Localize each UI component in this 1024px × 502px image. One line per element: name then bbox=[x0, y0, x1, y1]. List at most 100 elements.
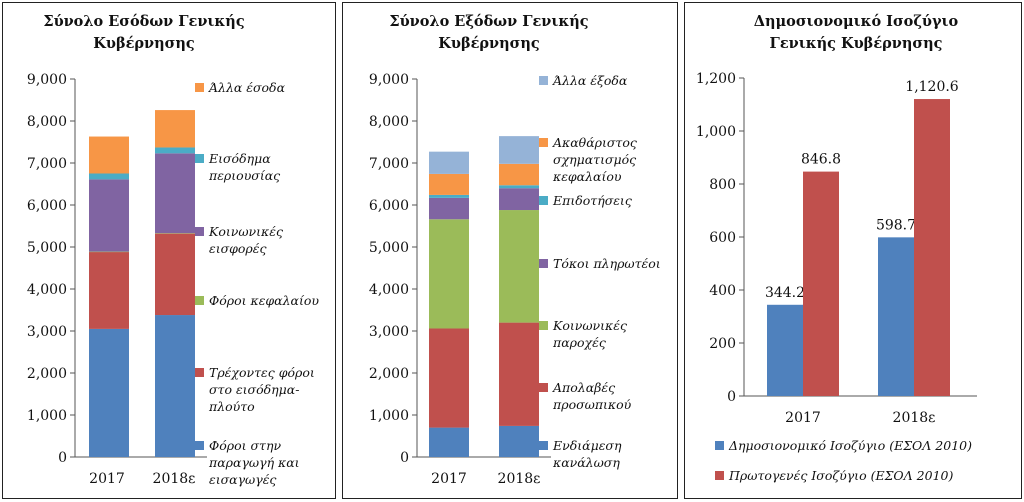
legend-label: παροχές bbox=[552, 335, 606, 350]
legend-label: Απολαβές bbox=[552, 380, 615, 395]
bar-segment bbox=[429, 219, 469, 329]
legend-label: Τόκοι πληρωτέοι bbox=[553, 256, 661, 271]
bar-segment bbox=[429, 151, 469, 174]
legend-label: στο εισόδημα- bbox=[209, 382, 299, 397]
legend-label: Πρωτογενές Ισοζύγιο (ΕΣΟΛ 2010) bbox=[728, 468, 953, 483]
x-tick-label: 2017 bbox=[89, 471, 125, 487]
legend-swatch bbox=[195, 296, 204, 305]
y-tick-label: 7,000 bbox=[27, 156, 67, 172]
y-tick-label: 4,000 bbox=[369, 282, 409, 298]
bar-segment bbox=[89, 173, 129, 180]
legend-label: Εισόδημα bbox=[208, 151, 271, 166]
x-tick-label: 2018ε bbox=[893, 410, 936, 426]
bar-segment bbox=[155, 233, 195, 234]
bar-segment bbox=[155, 233, 195, 316]
legend-label: παραγωγή και bbox=[208, 455, 300, 470]
legend-label: κανάλωση bbox=[552, 455, 620, 470]
legend-swatch bbox=[195, 368, 204, 377]
y-tick-label: 1,200 bbox=[696, 71, 736, 87]
bar-segment bbox=[499, 188, 539, 211]
y-tick-label: 5,000 bbox=[369, 240, 409, 256]
legend-label: κεφαλαίου bbox=[552, 169, 622, 184]
x-tick-label: 2017 bbox=[431, 471, 467, 487]
legend-label: περιουσίας bbox=[208, 168, 280, 183]
data-label: 598.7 bbox=[876, 217, 916, 233]
bar-segment bbox=[155, 110, 195, 148]
bar-segment bbox=[89, 251, 129, 253]
y-tick-label: 2,000 bbox=[27, 366, 67, 382]
bar-segment bbox=[429, 427, 469, 457]
legend-label: σχηματισμός bbox=[553, 152, 636, 167]
y-tick-label: 4,000 bbox=[27, 282, 67, 298]
y-tick-label: 600 bbox=[709, 230, 736, 246]
legend-label: εισαγωγές bbox=[209, 472, 276, 487]
chart-title: Γενικής Κυβέρνησης bbox=[770, 35, 943, 52]
legend-label: Δημοσιονομικό Ισοζύγιο (ΕΣΟΛ 2010) bbox=[728, 438, 972, 453]
revenue-chart-panel: Σύνολο Εσόδων Γενικής Κυβέρνησης 0 1,000 2,0… bbox=[2, 2, 336, 499]
bar-segment bbox=[429, 194, 469, 198]
y-tick-label: 8,000 bbox=[27, 114, 67, 130]
legend-swatch bbox=[715, 441, 724, 450]
legend-label: Άλλα έσοδα bbox=[208, 80, 286, 95]
bar-segment bbox=[499, 322, 539, 426]
legend-swatch bbox=[195, 154, 204, 163]
legend-label: προσωπικού bbox=[552, 397, 632, 412]
legend-label: Άλλα έξοδα bbox=[552, 73, 628, 88]
y-tick-label: 0 bbox=[58, 450, 67, 466]
x-tick-label: 2018ε bbox=[498, 471, 541, 487]
y-tick-label: 9,000 bbox=[27, 72, 67, 88]
legend-swatch bbox=[539, 383, 548, 392]
legend-label: Κοινωνικές bbox=[208, 224, 283, 239]
bar-segment bbox=[429, 197, 469, 220]
legend-label: Φόροι κεφαλαίου bbox=[209, 293, 319, 308]
legend-label: εισφορές bbox=[209, 241, 266, 256]
legend-label: Κοινωνικές bbox=[552, 318, 627, 333]
expenditure-chart-panel: Σύνολο Εξόδων Γενικής Κυβέρνησης 0 1,000 2,0… bbox=[342, 2, 678, 499]
x-tick-label: 2018ε bbox=[153, 471, 196, 487]
bar-segment bbox=[499, 185, 539, 189]
legend-swatch bbox=[539, 259, 548, 268]
data-label: 1,120.6 bbox=[905, 79, 959, 95]
legend-swatch bbox=[539, 138, 548, 147]
legend-label: Ενδιάμεση bbox=[552, 438, 622, 453]
chart-title: Κυβέρνησης bbox=[438, 35, 540, 52]
bar bbox=[767, 304, 803, 396]
bar-segment bbox=[499, 136, 539, 164]
chart-title: Κυβέρνησης bbox=[93, 35, 195, 52]
bar-segment bbox=[155, 153, 195, 234]
y-tick-label: 3,000 bbox=[369, 324, 409, 340]
chart-title: Σύνολο Εσόδων Γενικής bbox=[43, 13, 245, 30]
y-tick-label: 0 bbox=[400, 450, 409, 466]
legend-swatch bbox=[195, 83, 204, 92]
y-tick-label: 8,000 bbox=[369, 114, 409, 130]
legend-label: Φόροι στην bbox=[209, 438, 281, 453]
bar-segment bbox=[499, 163, 539, 186]
legend-swatch bbox=[195, 227, 204, 236]
bar-segment bbox=[89, 136, 129, 174]
y-tick-label: 9,000 bbox=[369, 72, 409, 88]
legend-swatch bbox=[715, 471, 724, 480]
legend-swatch bbox=[539, 321, 548, 330]
bar bbox=[914, 99, 950, 396]
legend-label: Ακαθάριστος bbox=[552, 135, 637, 150]
data-label: 344.2 bbox=[765, 285, 805, 301]
y-tick-label: 800 bbox=[709, 177, 736, 193]
bar-segment bbox=[499, 210, 539, 323]
expenditure-chart: Σύνολο Εξόδων Γενικής Κυβέρνησης 0 1,000 2,0… bbox=[369, 13, 661, 487]
bar-segment bbox=[89, 328, 129, 457]
bar-segment bbox=[155, 315, 195, 457]
bar-segment bbox=[89, 179, 129, 252]
y-tick-label: 1,000 bbox=[696, 124, 736, 140]
y-tick-label: 2,000 bbox=[369, 366, 409, 382]
y-tick-label: 6,000 bbox=[27, 198, 67, 214]
chart-title: Σύνολο Εξόδων Γενικής bbox=[389, 13, 588, 30]
revenue-chart: Σύνολο Εσόδων Γενικής Κυβέρνησης 0 1,000 2,0… bbox=[27, 13, 320, 487]
y-tick-label: 6,000 bbox=[369, 198, 409, 214]
data-label: 846.8 bbox=[801, 152, 841, 168]
y-tick-label: 200 bbox=[709, 336, 736, 352]
chart-title: Δημοσιονομικό Ισοζύγιο bbox=[754, 13, 959, 30]
y-tick-label: 1,000 bbox=[369, 408, 409, 424]
bar bbox=[803, 171, 839, 396]
fiscal-balance-chart: Δημοσιονομικό Ισοζύγιο Γενικής Κυβέρνησης… bbox=[696, 13, 977, 483]
bar-segment bbox=[89, 252, 129, 329]
